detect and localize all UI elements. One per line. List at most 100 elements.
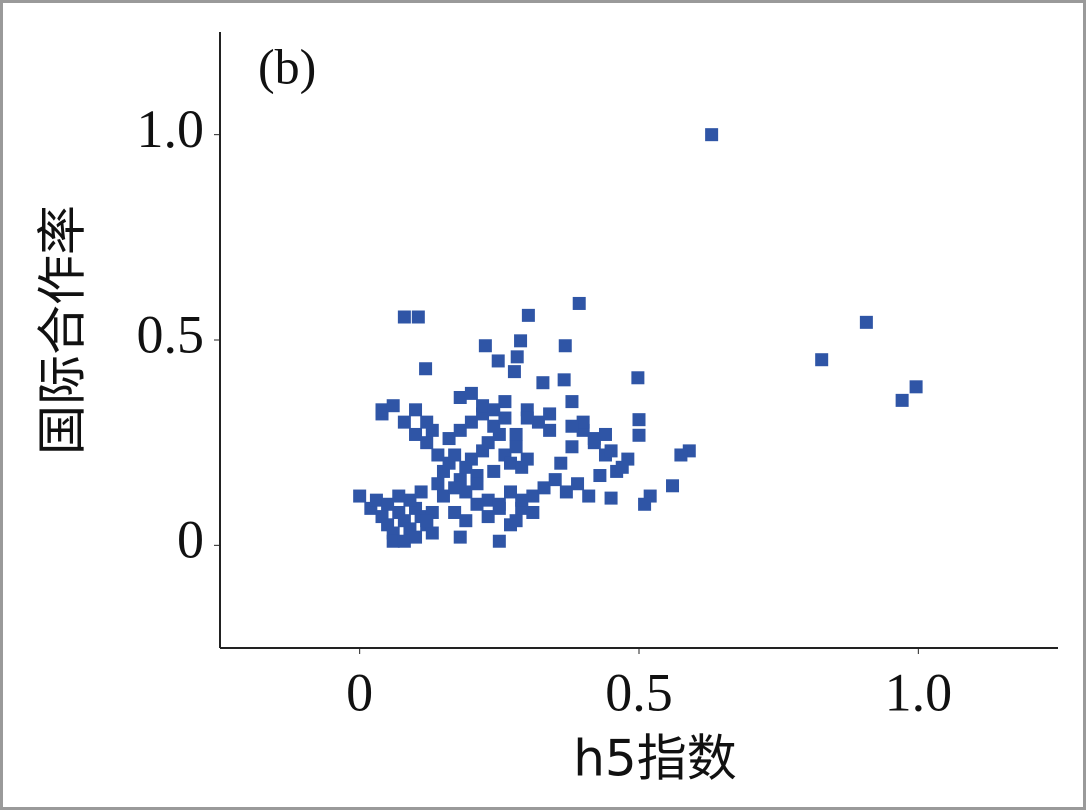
point [481, 493, 495, 507]
point [507, 365, 521, 379]
point [492, 534, 506, 548]
x-tick-label: 1.0 [885, 662, 953, 722]
point [453, 530, 467, 544]
point [504, 456, 518, 470]
point [537, 481, 551, 495]
point [409, 530, 423, 544]
point [557, 373, 571, 387]
point [464, 386, 478, 400]
point [604, 491, 618, 505]
point [386, 534, 400, 548]
x-tick-label: 0 [346, 662, 373, 722]
point [558, 339, 572, 353]
point [409, 427, 423, 441]
point [909, 380, 923, 394]
point [666, 479, 680, 493]
point [453, 390, 467, 404]
point [531, 415, 545, 429]
point [492, 501, 506, 515]
point [403, 493, 417, 507]
point [543, 423, 557, 437]
point [476, 399, 490, 413]
point [554, 456, 568, 470]
point [481, 510, 495, 524]
point [464, 452, 478, 466]
point [576, 415, 590, 429]
point [409, 403, 423, 417]
point [526, 489, 540, 503]
point [565, 440, 579, 454]
point [593, 469, 607, 483]
point [481, 436, 495, 450]
y-tick-label: 0.5 [137, 304, 205, 364]
point [514, 334, 528, 348]
point [420, 436, 434, 450]
point [448, 481, 462, 495]
point [414, 485, 428, 499]
point [587, 436, 601, 450]
point [520, 411, 534, 425]
y-tick-label: 0 [177, 510, 204, 570]
point [526, 505, 540, 519]
point [559, 485, 573, 499]
point [425, 526, 439, 540]
point [571, 477, 585, 491]
point [397, 415, 411, 429]
point [487, 403, 501, 417]
point [895, 393, 909, 407]
point [353, 489, 367, 503]
point [448, 505, 462, 519]
point [470, 477, 484, 491]
point [510, 350, 524, 364]
y-tick-label: 1.0 [137, 99, 205, 159]
point [632, 413, 646, 427]
point [582, 489, 596, 503]
point [536, 376, 550, 390]
point [397, 534, 411, 548]
point [459, 485, 473, 499]
point [386, 399, 400, 413]
point [705, 128, 719, 142]
point [420, 514, 434, 528]
point [631, 371, 645, 385]
point [859, 315, 873, 329]
point [521, 308, 535, 322]
point [520, 452, 534, 466]
point [478, 339, 492, 353]
point [459, 514, 473, 528]
point [411, 310, 425, 324]
point [598, 427, 612, 441]
point [453, 423, 467, 437]
point [419, 362, 433, 376]
point [565, 395, 579, 409]
point [436, 489, 450, 503]
point [509, 427, 523, 441]
point [615, 460, 629, 474]
point [674, 448, 688, 462]
point [470, 497, 484, 511]
point [431, 448, 445, 462]
annotation: (b) [258, 38, 316, 94]
point [498, 395, 512, 409]
point [638, 497, 652, 511]
point [515, 493, 529, 507]
point [397, 310, 411, 324]
point [369, 493, 383, 507]
point [548, 473, 562, 487]
y-axis-label: 国际合作率 [34, 205, 92, 455]
point [565, 419, 579, 433]
point [442, 432, 456, 446]
point [504, 485, 518, 499]
point [543, 407, 557, 421]
point [509, 514, 523, 528]
point [509, 440, 523, 454]
point [448, 448, 462, 462]
point [815, 353, 829, 367]
point [392, 489, 406, 503]
point [498, 411, 512, 425]
point [572, 296, 586, 310]
point [375, 403, 389, 417]
point [431, 477, 445, 491]
